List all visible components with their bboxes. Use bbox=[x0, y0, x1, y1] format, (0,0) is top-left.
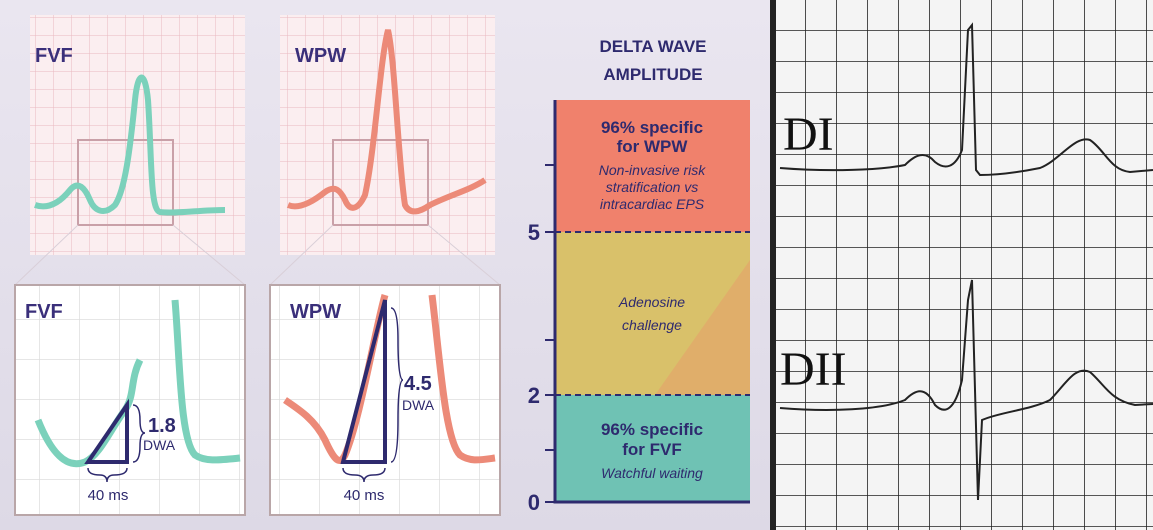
scale-tick-label: 5 bbox=[528, 220, 540, 245]
zone-heading: for FVF bbox=[622, 440, 682, 459]
scale-title: DELTA WAVE bbox=[599, 37, 706, 56]
brace bbox=[132, 404, 146, 463]
zone-note: stratification vs bbox=[606, 179, 699, 195]
wpw-triangle bbox=[340, 299, 387, 464]
zone-note: Adenosine bbox=[618, 294, 685, 310]
grid-panel bbox=[30, 15, 245, 255]
divider bbox=[770, 0, 776, 530]
zoom-frame bbox=[332, 139, 429, 226]
zone-note: Watchful waiting bbox=[601, 465, 703, 481]
zone-shade bbox=[655, 260, 750, 395]
zone-note: intracardiac EPS bbox=[600, 196, 705, 212]
fvf-wave bbox=[34, 74, 226, 216]
duration: 40 ms bbox=[88, 487, 129, 504]
zone-fvf bbox=[555, 395, 750, 502]
panel-label: WPW bbox=[295, 45, 346, 67]
ecg-grid bbox=[775, 0, 1153, 530]
grid-panel bbox=[280, 15, 495, 255]
zone-wpw bbox=[555, 100, 750, 232]
fvf-zoom-wave bbox=[34, 299, 241, 468]
zone-heading: 96% specific bbox=[601, 118, 703, 137]
scale-tick bbox=[545, 164, 555, 503]
brace bbox=[390, 307, 404, 463]
zoom-guide bbox=[14, 224, 501, 286]
lead-label: DII bbox=[780, 343, 847, 396]
scale-tick-label: 2 bbox=[528, 383, 540, 408]
fvf-triangle bbox=[84, 398, 129, 464]
zoom-label: FVF bbox=[25, 301, 63, 323]
ecg-dii bbox=[779, 279, 1153, 501]
zoom-label: WPW bbox=[290, 301, 341, 323]
unit: DWA bbox=[143, 437, 176, 453]
duration: 40 ms bbox=[344, 487, 385, 504]
amplitude: 1.8 bbox=[148, 415, 176, 437]
zone-heading: 96% specific bbox=[601, 420, 703, 439]
zone-note: Non-invasive risk bbox=[599, 162, 707, 178]
lead-label: DI bbox=[783, 108, 834, 161]
unit: DWA bbox=[402, 397, 435, 413]
brace bbox=[87, 467, 128, 483]
threshold bbox=[555, 231, 750, 396]
panel-label: FVF bbox=[35, 45, 73, 67]
wpw-wave bbox=[286, 29, 487, 215]
brace bbox=[342, 467, 386, 483]
scale-title: AMPLITUDE bbox=[603, 65, 702, 84]
zone-note: challenge bbox=[622, 317, 682, 333]
zone-heading: for WPW bbox=[617, 137, 689, 156]
scale-tick-label: 0 bbox=[528, 490, 540, 515]
ecg-di bbox=[779, 22, 1153, 177]
amplitude: 4.5 bbox=[404, 373, 432, 395]
